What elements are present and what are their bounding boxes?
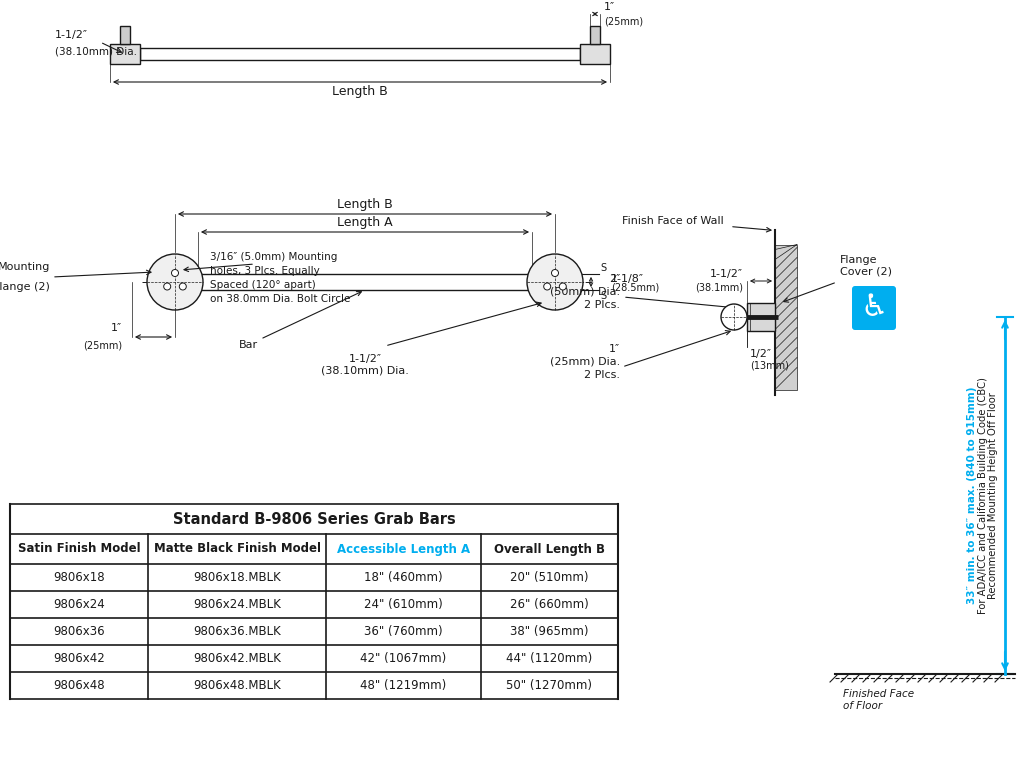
- Bar: [198, 274, 532, 290]
- Text: 9806x24: 9806x24: [53, 598, 105, 611]
- Circle shape: [551, 269, 559, 276]
- Text: 9806x36.MBLK: 9806x36.MBLK: [193, 625, 281, 638]
- Text: (25mm): (25mm): [83, 341, 122, 351]
- Text: 1/2″: 1/2″: [750, 349, 772, 359]
- Text: 1-1/8″: 1-1/8″: [611, 274, 644, 284]
- Circle shape: [147, 254, 203, 310]
- Text: Length B: Length B: [332, 85, 387, 98]
- Text: 1-1/2″
(38.10mm) Dia.: 1-1/2″ (38.10mm) Dia.: [321, 354, 409, 376]
- Text: Finish Face of Wall: Finish Face of Wall: [622, 216, 724, 226]
- Circle shape: [164, 283, 171, 290]
- Text: (13mm): (13mm): [750, 360, 789, 370]
- Text: 26" (660mm): 26" (660mm): [510, 598, 589, 611]
- Circle shape: [171, 269, 178, 276]
- Circle shape: [527, 254, 583, 310]
- Text: 42" (1067mm): 42" (1067mm): [361, 652, 447, 665]
- Bar: [120, 26, 130, 44]
- Text: 44" (1120mm): 44" (1120mm): [506, 652, 592, 665]
- Text: 9806x18.MBLK: 9806x18.MBLK: [193, 571, 281, 584]
- Text: 18" (460mm): 18" (460mm): [364, 571, 443, 584]
- Text: 20" (510mm): 20" (510mm): [510, 571, 588, 584]
- Text: Length A: Length A: [337, 216, 393, 229]
- Text: 9806x18: 9806x18: [53, 571, 105, 584]
- Text: of Floor: of Floor: [843, 701, 883, 711]
- Text: Flange
Cover (2): Flange Cover (2): [840, 256, 892, 277]
- Bar: [140, 48, 580, 60]
- Text: Length B: Length B: [337, 198, 393, 211]
- Circle shape: [721, 304, 747, 330]
- Text: 9806x36: 9806x36: [53, 625, 105, 638]
- FancyBboxPatch shape: [852, 286, 896, 330]
- Text: Mounting: Mounting: [0, 262, 50, 272]
- Text: 33″ min. to 36″ max. (840 to 915mm): 33″ min. to 36″ max. (840 to 915mm): [967, 387, 977, 604]
- Text: 3/16″ (5.0mm) Mounting
holes, 3 Plcs. Equally
Spaced (120° apart)
on 38.0mm Dia.: 3/16″ (5.0mm) Mounting holes, 3 Plcs. Eq…: [210, 252, 351, 304]
- Text: Finished Face: Finished Face: [843, 689, 914, 699]
- Text: 2″
(50mm) Dia.
2 Plcs.: 2″ (50mm) Dia. 2 Plcs.: [549, 274, 620, 310]
- Text: 48" (1219mm): 48" (1219mm): [361, 679, 447, 692]
- Text: 9806x24.MBLK: 9806x24.MBLK: [193, 598, 281, 611]
- Text: 1″
(25mm) Dia.
2 Plcs.: 1″ (25mm) Dia. 2 Plcs.: [549, 344, 620, 380]
- Text: (25mm): (25mm): [604, 16, 643, 26]
- Text: 36" (760mm): 36" (760mm): [364, 625, 443, 638]
- Circle shape: [543, 283, 550, 290]
- Text: Flange (2): Flange (2): [0, 282, 50, 292]
- Text: 24" (610mm): 24" (610mm): [364, 598, 443, 611]
- Text: For ADA/ICC and California Building Code (CBC): For ADA/ICC and California Building Code…: [978, 377, 988, 614]
- Text: 9806x48.MBLK: 9806x48.MBLK: [193, 679, 281, 692]
- Text: 1-1/2″: 1-1/2″: [710, 269, 743, 279]
- Bar: [580, 44, 610, 64]
- Text: 9806x48: 9806x48: [53, 679, 105, 692]
- Circle shape: [560, 283, 566, 290]
- Text: Satin Finish Model: Satin Finish Model: [17, 543, 140, 556]
- Text: 9806x42.MBLK: 9806x42.MBLK: [193, 652, 281, 665]
- Text: 1″: 1″: [111, 323, 122, 333]
- Text: Matte Black Finish Model: Matte Black Finish Model: [154, 543, 321, 556]
- Text: Recommended Mounting Height Off Floor: Recommended Mounting Height Off Floor: [988, 392, 998, 599]
- Text: 50" (1270mm): 50" (1270mm): [506, 679, 592, 692]
- Text: Accessible Length A: Accessible Length A: [337, 543, 470, 556]
- Bar: [747, 303, 775, 331]
- Text: 9806x42: 9806x42: [53, 652, 105, 665]
- Text: (38.10mm) Dia.: (38.10mm) Dia.: [55, 46, 137, 56]
- Text: 38" (965mm): 38" (965mm): [510, 625, 588, 638]
- Text: S: S: [600, 263, 606, 273]
- Text: ♿: ♿: [860, 293, 888, 323]
- Text: (38.1mm): (38.1mm): [695, 283, 743, 293]
- Text: S: S: [600, 291, 606, 301]
- Text: 1-1/2″: 1-1/2″: [55, 30, 88, 40]
- Bar: [775, 245, 797, 390]
- Text: 1″: 1″: [604, 2, 615, 12]
- Text: (28.5mm): (28.5mm): [611, 282, 659, 292]
- Text: Standard B-9806 Series Grab Bars: Standard B-9806 Series Grab Bars: [172, 512, 455, 527]
- Text: Overall Length B: Overall Length B: [494, 543, 605, 556]
- Bar: [590, 26, 600, 44]
- Text: Bar: Bar: [239, 292, 362, 350]
- Bar: [110, 44, 140, 64]
- Circle shape: [179, 283, 187, 290]
